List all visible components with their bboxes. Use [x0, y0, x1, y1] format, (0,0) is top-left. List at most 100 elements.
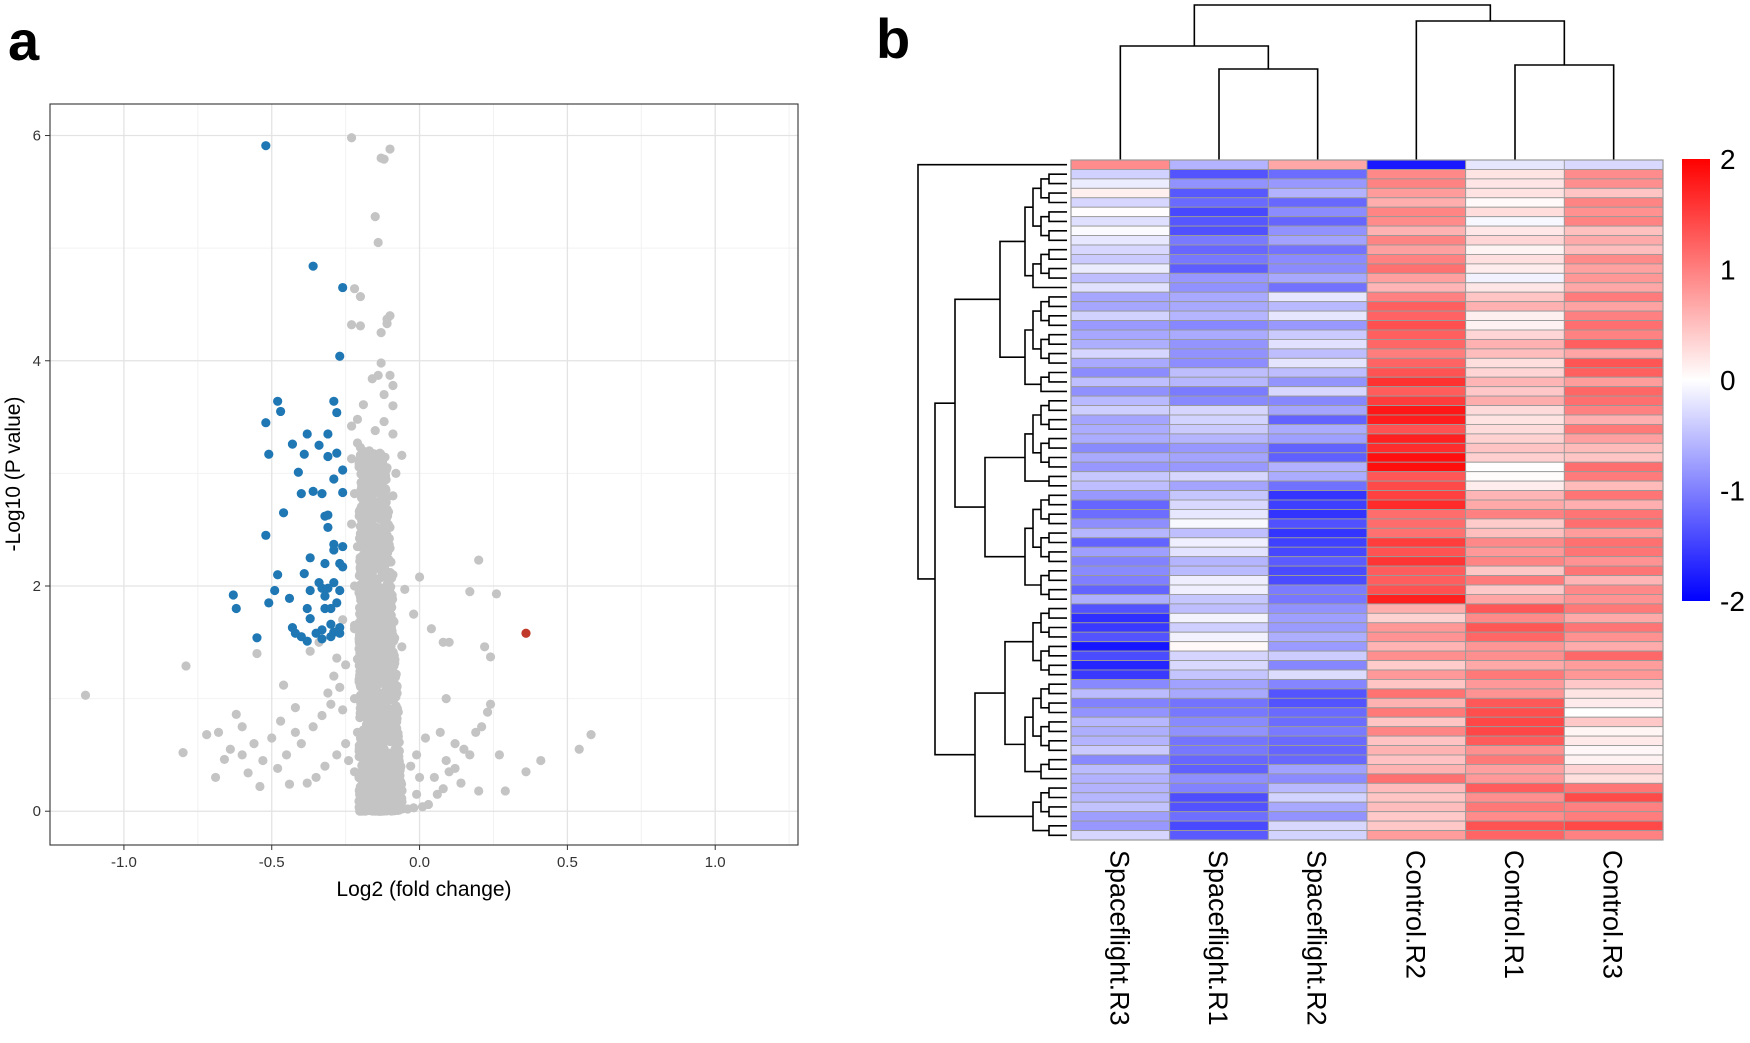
heatmap-cell [1366, 537, 1467, 548]
heatmap-cell [1465, 593, 1565, 605]
heatmap-cell [1169, 357, 1269, 369]
heatmap-cell [1267, 801, 1368, 813]
point-ns [392, 794, 402, 804]
point-ns [388, 491, 398, 501]
dendrogram-branch [1040, 763, 1067, 780]
heatmap-cell [1267, 329, 1368, 340]
heatmap-cell [1563, 773, 1664, 784]
heatmap-cell [1169, 584, 1269, 595]
point-ns [373, 237, 383, 248]
heatmap-cell [1366, 830, 1467, 841]
point-ns [352, 727, 363, 737]
point-down [299, 449, 309, 459]
point-ns [375, 759, 386, 769]
point-ns [373, 449, 383, 459]
point-ns [386, 725, 396, 735]
heatmap-cell [1169, 490, 1269, 501]
heatmap-cell [1169, 442, 1269, 454]
dendrogram-branch [1048, 371, 1067, 383]
heatmap-cell [1169, 414, 1269, 425]
dendrogram-branch [1032, 621, 1041, 662]
point-ns [376, 772, 386, 783]
heatmap-cell [1366, 338, 1467, 350]
heatmap-cell [1563, 792, 1664, 803]
heatmap-cell [1070, 508, 1171, 520]
point-ns [358, 400, 368, 410]
y-tick-label: 4 [33, 353, 41, 370]
heatmap-cell [1169, 452, 1269, 463]
point-ns [400, 584, 410, 594]
point-down [329, 474, 339, 484]
heatmap-cell [1563, 811, 1664, 822]
heatmap-cell [1070, 650, 1171, 662]
heatmap-cell [1070, 178, 1171, 189]
heatmap-cell [1465, 697, 1565, 709]
point-ns [364, 789, 374, 799]
heatmap-cell [1267, 310, 1368, 322]
dendrogram-branch [1119, 45, 1270, 160]
point-ns [358, 573, 368, 583]
point-down [276, 406, 286, 417]
point-ns [379, 660, 389, 670]
heatmap-cell [1267, 565, 1368, 577]
heatmap-cell [1169, 830, 1269, 841]
heatmap-cell [1267, 518, 1368, 529]
point-ns [465, 750, 475, 760]
point-ns [392, 704, 402, 714]
point-down [278, 508, 289, 518]
point-ns [178, 748, 188, 758]
point-ns [355, 750, 366, 760]
point-ns [388, 429, 398, 439]
heatmap-cell [1267, 386, 1368, 397]
point-ns [485, 652, 496, 662]
point-ns [352, 541, 363, 552]
point-down [302, 636, 312, 646]
heatmap-cell [1465, 225, 1565, 237]
heatmap-cell [1465, 556, 1565, 567]
heatmap-cell [1169, 603, 1269, 614]
heatmap-cell [1169, 650, 1269, 662]
heatmap-cell [1267, 282, 1368, 293]
point-ns [521, 767, 531, 777]
heatmap-cell [1169, 405, 1269, 416]
point-ns [366, 775, 376, 785]
point-ns [355, 291, 366, 302]
point-ns [420, 733, 431, 743]
point-ns [258, 755, 268, 766]
point-ns [480, 642, 490, 652]
point-ns [382, 637, 392, 647]
point-down [261, 141, 271, 151]
heatmap-cell [1465, 357, 1565, 369]
heatmap-cell [1465, 320, 1565, 331]
heatmap-cell [1366, 603, 1467, 614]
heatmap-cell [1169, 310, 1269, 322]
heatmap-cell [1070, 565, 1171, 577]
point-ns [358, 480, 368, 490]
point-ns [276, 716, 286, 726]
heatmap-cell [1563, 508, 1664, 520]
dendrogram-branch [1218, 68, 1319, 160]
heatmap-cell [1366, 452, 1467, 463]
point-ns [378, 722, 388, 733]
point-ns [494, 750, 504, 760]
heatmap-cell [1070, 376, 1171, 388]
point-ns [376, 558, 386, 569]
point-ns [370, 795, 380, 805]
point-ns [369, 466, 379, 477]
dendrogram-branch [1048, 248, 1067, 260]
point-ns [363, 542, 373, 552]
heatmap-cell [1070, 811, 1171, 822]
heatmap-cell [1267, 527, 1368, 539]
legend-tick-label: -2 [1720, 586, 1745, 617]
heatmap-cell [1563, 688, 1664, 699]
point-down [302, 429, 312, 439]
dendrogram-branch [1048, 173, 1067, 185]
point-ns [373, 528, 384, 538]
point-down [332, 448, 342, 458]
heatmap: Spaceflight.R3 Spaceflight.R1 Spaceflight.… [917, 4, 1745, 1026]
heatmap-cell [1070, 310, 1171, 322]
dendrogram-branch [1048, 296, 1067, 308]
heatmap-cell [1465, 461, 1565, 473]
heatmap-cell [1563, 376, 1664, 388]
dendrogram-branch [1048, 333, 1067, 345]
